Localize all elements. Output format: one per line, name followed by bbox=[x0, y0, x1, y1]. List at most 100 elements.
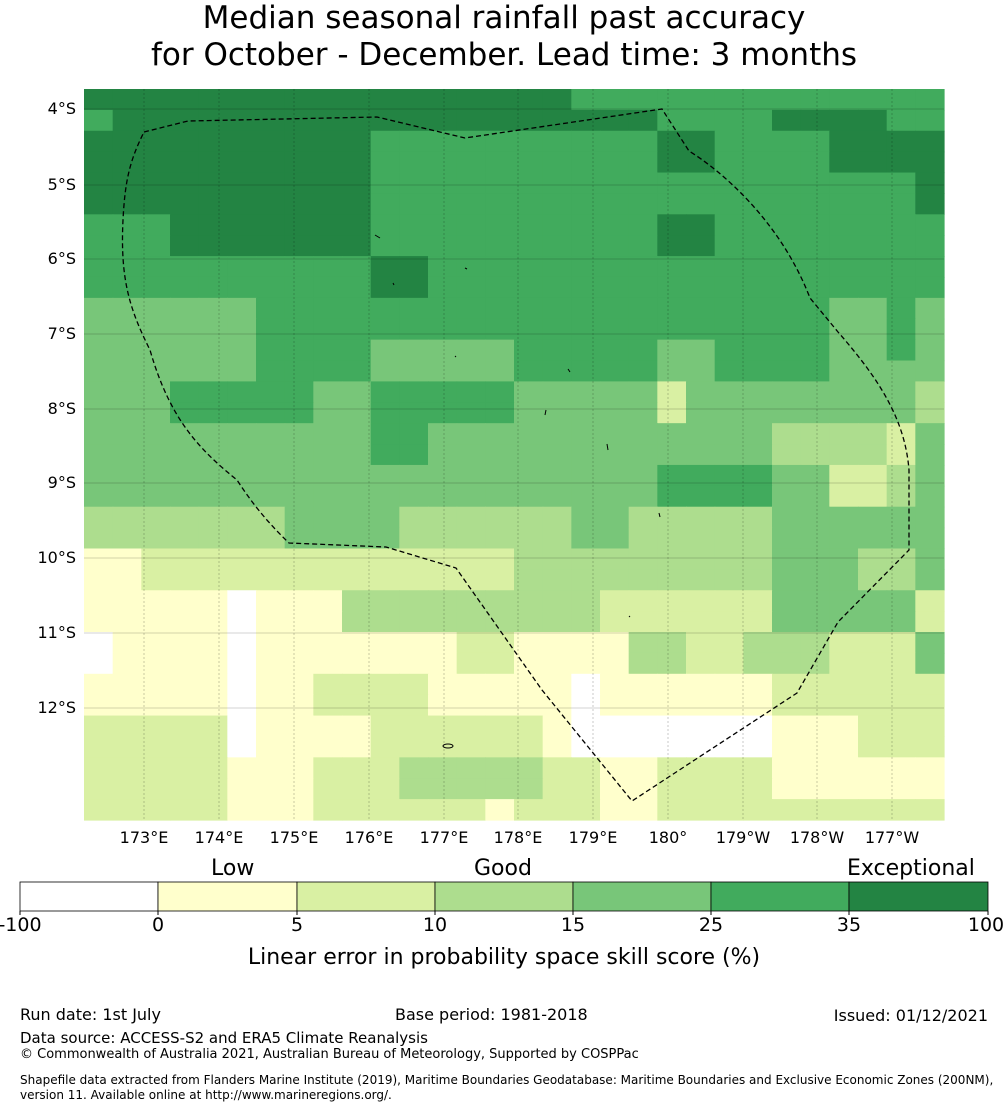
grid-cell bbox=[198, 506, 228, 529]
grid-cell bbox=[858, 151, 888, 174]
grid-cell bbox=[600, 276, 630, 299]
grid-cell bbox=[571, 276, 601, 299]
grid-cell bbox=[284, 694, 314, 717]
grid-cell bbox=[657, 548, 687, 570]
grid-cell bbox=[227, 778, 257, 800]
grid-cell bbox=[284, 381, 314, 403]
grid-cell bbox=[829, 632, 859, 654]
grid-cell bbox=[915, 276, 945, 299]
grid-cell bbox=[227, 256, 257, 278]
grid-cell bbox=[886, 799, 916, 821]
grid-cell bbox=[485, 548, 515, 570]
grid-cell bbox=[571, 673, 601, 696]
grid-cell bbox=[858, 632, 888, 654]
grid-cell bbox=[112, 193, 142, 215]
grid-cell bbox=[772, 130, 802, 153]
grid-cell bbox=[456, 130, 486, 153]
grid-cell bbox=[342, 151, 372, 174]
grid-cell bbox=[915, 381, 945, 403]
grid-cell bbox=[399, 214, 429, 236]
grid-cell bbox=[657, 652, 687, 675]
grid-cell bbox=[227, 444, 257, 466]
grid-cell bbox=[714, 402, 744, 424]
grid-cell bbox=[514, 506, 544, 529]
grid-cell bbox=[428, 694, 458, 717]
grid-cell bbox=[628, 235, 658, 257]
grid-cell bbox=[657, 151, 687, 174]
grid-cell bbox=[571, 423, 601, 445]
grid-cell bbox=[112, 506, 142, 529]
grid-cell bbox=[227, 757, 257, 779]
grid-cell bbox=[686, 590, 716, 612]
grid-cell bbox=[428, 611, 458, 633]
grid-cell bbox=[858, 172, 888, 195]
grid-cell bbox=[542, 256, 572, 278]
grid-cell bbox=[915, 757, 945, 779]
grid-cell bbox=[772, 89, 802, 111]
grid-cell bbox=[772, 360, 802, 382]
grid-cell bbox=[370, 632, 400, 654]
grid-cell bbox=[657, 569, 687, 591]
grid-cell bbox=[84, 694, 114, 717]
grid-cell bbox=[170, 256, 200, 278]
grid-cell bbox=[227, 235, 257, 257]
grid-cell bbox=[800, 276, 830, 299]
run-date: Run date: 1st July bbox=[20, 1005, 161, 1024]
grid-cell bbox=[456, 193, 486, 215]
grid-cell bbox=[571, 736, 601, 758]
grid-cell bbox=[112, 464, 142, 487]
grid-cell bbox=[198, 214, 228, 236]
grid-cell bbox=[657, 757, 687, 779]
grid-cell bbox=[256, 235, 286, 257]
grid-cell bbox=[829, 214, 859, 236]
grid-cell bbox=[313, 652, 343, 675]
grid-cell bbox=[170, 736, 200, 758]
grid-cell bbox=[514, 569, 544, 591]
grid-cell bbox=[571, 757, 601, 779]
grid-cell bbox=[227, 548, 257, 570]
grid-cell bbox=[342, 464, 372, 487]
grid-cell bbox=[399, 172, 429, 195]
grid-cell bbox=[370, 485, 400, 508]
grid-cell bbox=[112, 360, 142, 382]
grid-cell bbox=[284, 736, 314, 758]
grid-cell bbox=[886, 214, 916, 236]
grid-cell bbox=[686, 193, 716, 215]
colorbar-swatch bbox=[710, 881, 850, 912]
grid-cell bbox=[342, 256, 372, 278]
grid-cell bbox=[714, 214, 744, 236]
grid-cell bbox=[686, 527, 716, 550]
grid-cell bbox=[514, 109, 544, 132]
grid-cell bbox=[198, 548, 228, 570]
grid-cell bbox=[571, 590, 601, 612]
grid-cell bbox=[456, 569, 486, 591]
grid-cell bbox=[428, 423, 458, 445]
grid-cell bbox=[84, 757, 114, 779]
grid-cell bbox=[84, 130, 114, 153]
grid-cell bbox=[313, 214, 343, 236]
grid-cell bbox=[915, 214, 945, 236]
grid-cell bbox=[198, 757, 228, 779]
grid-cell bbox=[256, 527, 286, 550]
grid-cell bbox=[456, 527, 486, 550]
grid-cell bbox=[514, 381, 544, 403]
grid-cell bbox=[915, 506, 945, 529]
grid-cell bbox=[915, 339, 945, 362]
grid-cell bbox=[342, 276, 372, 299]
grid-cell bbox=[313, 611, 343, 633]
grid-cell bbox=[256, 673, 286, 696]
grid-cell bbox=[514, 736, 544, 758]
grid-cell bbox=[800, 799, 830, 821]
grid-cell bbox=[428, 652, 458, 675]
grid-cell bbox=[600, 318, 630, 341]
grid-cell bbox=[514, 527, 544, 550]
grid-cell bbox=[600, 757, 630, 779]
grid-cell bbox=[227, 318, 257, 341]
grid-cell bbox=[772, 799, 802, 821]
grid-cell bbox=[284, 464, 314, 487]
grid-cell bbox=[800, 673, 830, 696]
grid-cell bbox=[657, 444, 687, 466]
grid-cell bbox=[313, 485, 343, 508]
grid-cell bbox=[886, 673, 916, 696]
grid-cell bbox=[227, 89, 257, 111]
